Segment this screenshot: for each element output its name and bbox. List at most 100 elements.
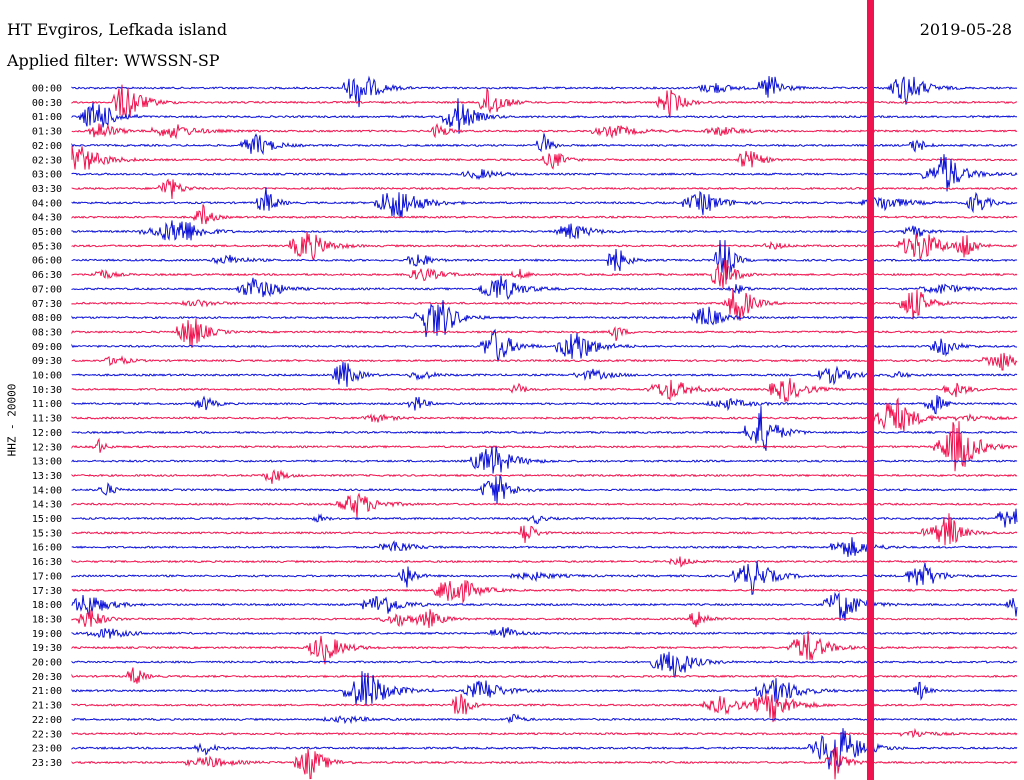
time-label: 23:30	[32, 758, 62, 769]
time-label: 06:30	[32, 270, 62, 281]
station-title: HT Evgiros, Lefkada island	[7, 20, 228, 39]
trace-group	[71, 75, 1018, 780]
trace-line	[71, 560, 1018, 596]
trace-line	[71, 397, 1018, 432]
trace-line	[71, 98, 1018, 134]
time-label: 12:00	[32, 428, 62, 439]
time-label: 17:30	[32, 586, 62, 597]
time-label: 00:00	[32, 84, 62, 95]
time-label: 15:30	[32, 528, 62, 539]
time-label: 02:30	[32, 155, 62, 166]
trace-line	[71, 556, 1018, 568]
time-label: 19:00	[32, 629, 62, 640]
trace-line	[71, 352, 1018, 371]
trace-line	[71, 378, 1018, 403]
time-label: 08:00	[32, 313, 62, 324]
time-label: 01:30	[32, 127, 62, 138]
trace-line	[71, 667, 1018, 684]
trace-line	[71, 727, 1018, 739]
time-label: 04:30	[32, 213, 62, 224]
trace-line	[71, 239, 1018, 282]
trace-line	[71, 204, 1018, 225]
trace-line	[71, 328, 1018, 362]
time-label: 23:00	[32, 744, 62, 755]
time-label: 08:30	[32, 327, 62, 338]
time-label: 14:00	[32, 485, 62, 496]
time-label: 17:00	[32, 571, 62, 582]
trace-line	[71, 474, 1018, 504]
time-label: 10:30	[32, 385, 62, 396]
time-label: 05:00	[32, 227, 62, 238]
time-label: 11:00	[32, 399, 62, 410]
time-label: 13:30	[32, 471, 62, 482]
time-label: 20:00	[32, 658, 62, 669]
time-label: 00:30	[32, 98, 62, 109]
trace-line	[71, 671, 1018, 707]
trace-line	[71, 84, 1018, 118]
time-label: 03:00	[32, 170, 62, 181]
trace-line	[71, 187, 1018, 219]
time-label: 21:00	[32, 686, 62, 697]
trace-line	[71, 591, 1018, 621]
time-label: 09:00	[32, 342, 62, 353]
time-label: 20:30	[32, 672, 62, 683]
trace-line	[71, 446, 1018, 474]
trace-line	[71, 421, 1018, 472]
trace-line	[71, 220, 1018, 241]
time-label: 14:30	[32, 500, 62, 511]
trace-line	[71, 122, 1018, 140]
time-label: 16:00	[32, 543, 62, 554]
trace-line	[71, 746, 1018, 780]
trace-line	[71, 651, 1018, 678]
time-label: 01:00	[32, 112, 62, 123]
trace-line	[71, 469, 1018, 484]
trace-line	[71, 154, 1018, 192]
time-label: 03:30	[32, 184, 62, 195]
time-label: 02:00	[32, 141, 62, 152]
trace-line	[71, 693, 1018, 723]
time-label: 19:30	[32, 643, 62, 654]
trace-line	[71, 537, 1018, 557]
time-label: 21:30	[32, 701, 62, 712]
trace-line	[71, 579, 1018, 604]
time-label: 13:00	[32, 457, 62, 468]
time-label: 07:30	[32, 299, 62, 310]
trace-line	[71, 728, 1018, 770]
time-label: 22:00	[32, 715, 62, 726]
trace-line	[71, 513, 1018, 546]
record-date: 2019-05-28	[919, 20, 1012, 39]
trace-line	[71, 300, 1018, 338]
trace-line	[71, 361, 1018, 387]
time-label: 12:30	[32, 442, 62, 453]
trace-line	[71, 287, 1018, 321]
time-label: 09:30	[32, 356, 62, 367]
current-time-marker	[867, 0, 874, 780]
time-label: 18:00	[32, 600, 62, 611]
trace-line	[71, 630, 1018, 665]
trace-line	[71, 146, 1018, 170]
time-label-group: 00:00 00:30 01:00 01:30 02:00 02:30 03:00 03:30…	[32, 84, 62, 769]
trace-line	[71, 395, 1018, 415]
time-label: 18:30	[32, 614, 62, 625]
trace-line	[71, 75, 1018, 108]
time-label: 22:30	[32, 729, 62, 740]
trace-line	[71, 259, 1018, 289]
time-label: 06:00	[32, 256, 62, 267]
trace-line	[71, 713, 1018, 725]
trace-line	[71, 508, 1018, 528]
trace-line	[71, 609, 1018, 629]
time-label: 11:30	[32, 414, 62, 425]
trace-line	[71, 318, 1018, 349]
time-label: 04:00	[32, 198, 62, 209]
trace-line	[71, 492, 1018, 518]
trace-line	[71, 406, 1018, 451]
trace-line	[71, 133, 1018, 156]
trace-line	[71, 626, 1018, 639]
filter-label: Applied filter: WWSSN-SP	[7, 51, 220, 70]
time-label: 07:00	[32, 284, 62, 295]
trace-line	[71, 178, 1018, 200]
time-label: 05:30	[32, 241, 62, 252]
trace-line	[71, 231, 1018, 261]
time-label: 16:30	[32, 557, 62, 568]
time-label: 15:00	[32, 514, 62, 525]
